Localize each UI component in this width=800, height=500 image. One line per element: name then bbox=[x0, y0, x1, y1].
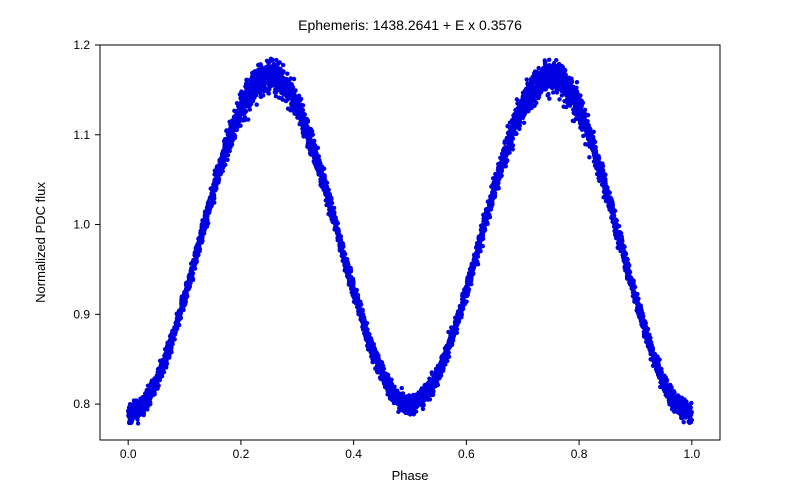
lightcurve-chart: 0.0 0.2 0.4 0.6 0.8 1.0 0.8 0.9 1.0 1.1 1.2 Phase No… bbox=[0, 0, 800, 500]
y-tick-label: 1.0 bbox=[73, 218, 90, 232]
plot-box bbox=[100, 45, 720, 440]
x-tick-label: 0.6 bbox=[458, 447, 475, 461]
x-tick-label: 0.0 bbox=[120, 447, 137, 461]
x-tick-label: 1.0 bbox=[683, 447, 700, 461]
x-tick-label: 0.2 bbox=[233, 447, 250, 461]
y-tick-label: 1.1 bbox=[73, 128, 90, 142]
chart-container: 0.0 0.2 0.4 0.6 0.8 1.0 0.8 0.9 1.0 1.1 1.2 Phase No… bbox=[0, 0, 800, 500]
scatter-points bbox=[126, 57, 694, 426]
y-tick-label: 0.9 bbox=[73, 307, 90, 321]
x-tick-label: 0.4 bbox=[345, 447, 362, 461]
x-tick-label: 0.8 bbox=[571, 447, 588, 461]
y-tick-label: 0.8 bbox=[73, 397, 90, 411]
y-tick-label: 1.2 bbox=[73, 38, 90, 52]
chart-title: Ephemeris: 1438.2641 + E x 0.3576 bbox=[298, 17, 522, 33]
x-axis-label: Phase bbox=[392, 468, 429, 483]
y-axis-label: Normalized PDC flux bbox=[33, 182, 48, 303]
